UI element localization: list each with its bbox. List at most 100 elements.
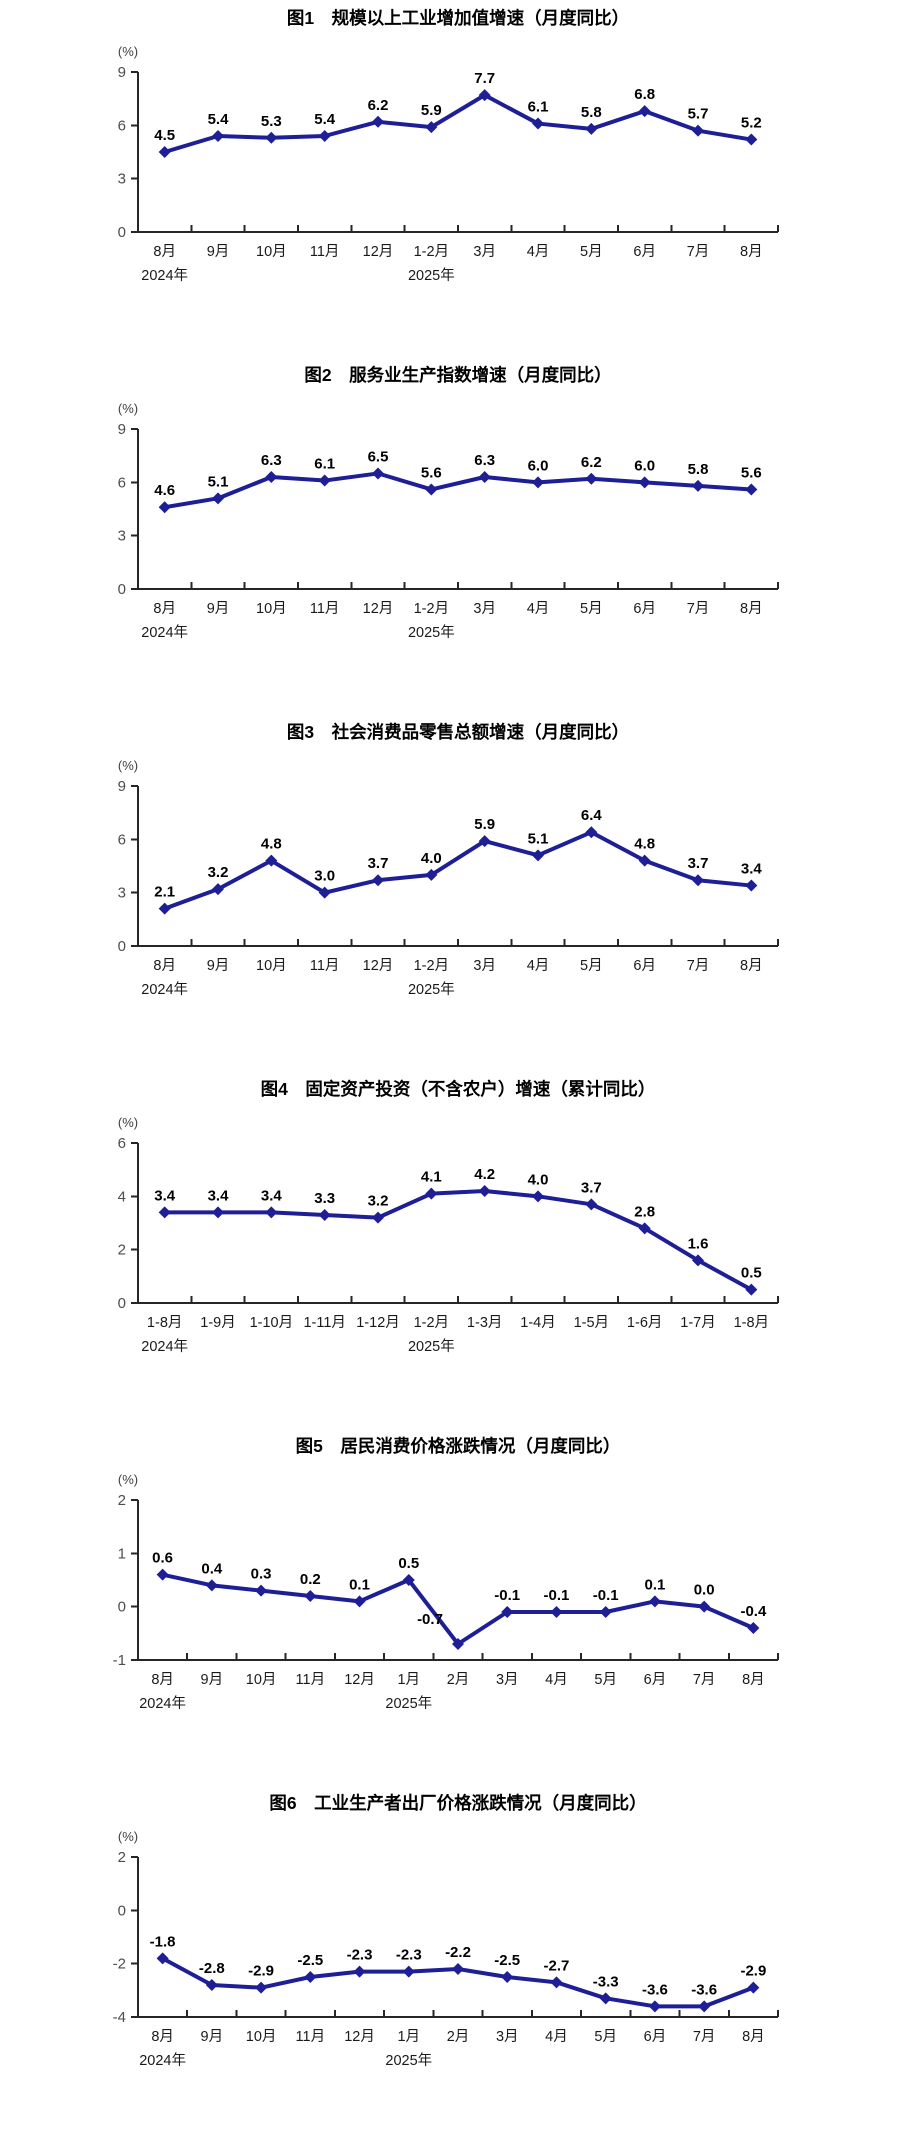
data-point-label: 5.7 — [688, 106, 709, 123]
chart-title: 图5 居民消费价格涨跌情况（月度同比） — [296, 1436, 621, 1456]
year-label: 2024年 — [141, 981, 188, 998]
data-point-marker — [532, 1190, 544, 1203]
x-tick-label: 4月 — [527, 244, 550, 260]
x-tick-label: 8月 — [153, 601, 176, 617]
data-point-label: 0.4 — [201, 1560, 223, 1577]
data-point-label: 3.2 — [368, 1193, 389, 1210]
data-point-label: 5.3 — [261, 113, 282, 130]
data-point-marker — [158, 501, 171, 514]
data-point-marker — [501, 1606, 514, 1618]
data-point-label: 4.0 — [421, 850, 442, 867]
line-chart-4: 图4 固定资产投资（不含农户）增速（累计同比） (%) 6 4 2 0 1-8月 1-9月 1-… — [118, 1079, 779, 1355]
chart-title: 图4 固定资产投资（不含农户）增速（累计同比） — [261, 1079, 656, 1099]
x-tick-label: 6月 — [633, 601, 656, 617]
x-tick-label: 12月 — [363, 601, 394, 617]
x-tick-label: 11月 — [296, 1672, 326, 1688]
data-point-label: -0.1 — [544, 1587, 570, 1604]
data-point-label: 4.8 — [261, 836, 282, 853]
data-point-marker — [638, 105, 651, 118]
y-tick-label: 9 — [118, 778, 126, 795]
data-point-label: 5.4 — [314, 111, 336, 128]
line-chart-3: 图3 社会消费品零售总额增速（月度同比） (%) 9 6 3 0 8月 9月 10月 11月 12月… — [118, 722, 779, 998]
data-point-label: 0.1 — [349, 1576, 370, 1593]
data-point-marker — [158, 902, 171, 915]
data-point-label: 6.1 — [314, 456, 335, 473]
data-point-label: -2.9 — [248, 1963, 274, 1980]
x-tick-label: 8月 — [740, 958, 763, 974]
data-point-label: 6.3 — [474, 452, 495, 469]
data-line — [162, 1189, 754, 1292]
x-tick-label: 10月 — [246, 1672, 277, 1688]
data-point-marker — [304, 1590, 317, 1602]
data-point-marker — [585, 1198, 598, 1211]
x-tick-label: 9月 — [207, 244, 230, 260]
x-tick-label: 3月 — [473, 601, 496, 617]
data-point-marker — [212, 492, 224, 505]
data-point-marker — [648, 1595, 661, 1608]
x-tick-label: 1-3月 — [467, 1315, 502, 1331]
data-point-marker — [265, 131, 278, 144]
data-point-marker — [745, 133, 758, 146]
data-point-marker — [745, 879, 758, 892]
x-tick-label: 8月 — [153, 244, 176, 260]
data-point-marker — [353, 1595, 366, 1608]
data-point-label: 4.2 — [474, 1166, 495, 1183]
x-tick-label: 1-5月 — [574, 1315, 609, 1331]
data-point-label: 6.5 — [368, 448, 389, 465]
x-tick-label: 1月 — [397, 1672, 420, 1688]
x-tick-label: 12月 — [363, 244, 394, 260]
y-tick-label: 6 — [118, 474, 126, 491]
x-tick-label: 1-2月 — [414, 958, 449, 974]
x-tick-label: 1-4月 — [520, 1315, 555, 1331]
data-point-marker — [205, 1979, 218, 1991]
data-point-label: 3.4 — [208, 1187, 230, 1204]
data-point-label: -0.1 — [593, 1587, 619, 1604]
data-point-marker — [255, 1584, 268, 1597]
y-tick-label: 0 — [118, 1295, 126, 1312]
x-tick-label: 12月 — [363, 958, 394, 974]
y-tick-label: 0 — [118, 1902, 126, 1919]
data-point-marker — [478, 89, 491, 102]
y-tick-label: -2 — [113, 1956, 126, 1973]
data-point-marker — [158, 1206, 171, 1219]
year-label: 2025年 — [408, 1338, 455, 1355]
data-point-label: -2.3 — [347, 1947, 373, 1964]
data-point-label: 4.1 — [421, 1169, 442, 1186]
data-point-marker — [318, 474, 331, 487]
data-point-marker — [692, 874, 704, 887]
x-tick-label: 11月 — [310, 601, 340, 617]
year-label: 2024年 — [141, 267, 188, 284]
data-point-marker — [372, 1211, 384, 1224]
data-point-label: -0.7 — [417, 1611, 443, 1628]
data-point-label: -1.8 — [150, 1933, 176, 1950]
data-point-label: -0.4 — [740, 1603, 767, 1620]
data-point-marker — [425, 1187, 438, 1200]
data-point-marker — [747, 1981, 760, 1994]
x-tick-label: 5月 — [580, 601, 603, 617]
data-point-label: -2.7 — [544, 1957, 570, 1974]
y-tick-label: 0 — [118, 938, 126, 955]
data-point-label: 6.0 — [634, 457, 655, 474]
data-point-label: 3.7 — [581, 1179, 602, 1196]
x-tick-label: 8月 — [742, 1672, 765, 1688]
x-tick-label: 7月 — [687, 601, 710, 617]
x-tick-label: 1-9月 — [200, 1315, 235, 1331]
data-point-label: 5.1 — [528, 830, 549, 847]
data-point-label: 2.1 — [154, 884, 175, 901]
x-tick-label: 12月 — [344, 2029, 375, 2045]
data-point-marker — [692, 1254, 704, 1267]
x-tick-label: 2月 — [447, 1672, 470, 1688]
x-tick-label: 1-10月 — [250, 1315, 294, 1331]
data-point-marker — [425, 483, 438, 496]
x-tick-label: 11月 — [310, 244, 340, 260]
data-point-marker — [372, 467, 384, 480]
chart-title: 图1 规模以上工业增加值增速（月度同比） — [287, 8, 629, 28]
x-tick-label: 5月 — [594, 1672, 617, 1688]
unit-label: (%) — [118, 1829, 138, 1844]
data-point-label: 0.5 — [398, 1555, 419, 1572]
y-tick-label: 0 — [118, 1599, 126, 1616]
data-point-label: 3.3 — [314, 1190, 335, 1207]
year-label: 2025年 — [408, 267, 455, 284]
year-label: 2024年 — [141, 1338, 188, 1355]
y-tick-label: 3 — [118, 171, 126, 188]
